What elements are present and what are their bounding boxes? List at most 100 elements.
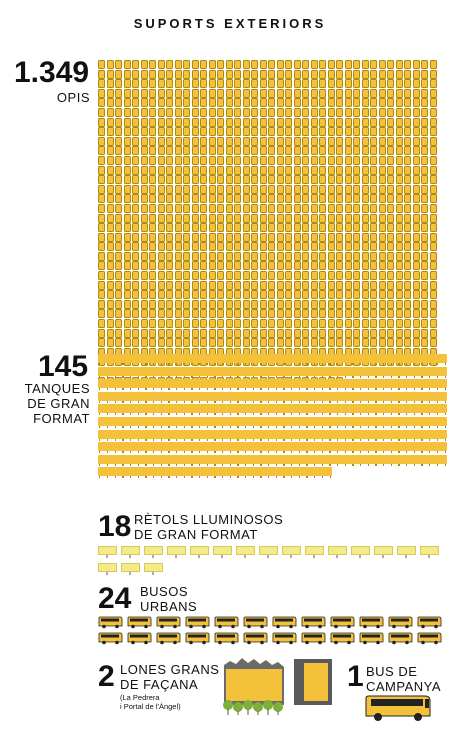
opi-icon <box>191 261 199 271</box>
opi-icon <box>98 175 105 185</box>
opi-icon <box>149 155 156 165</box>
opi-icon <box>98 127 105 137</box>
opi-icon <box>208 79 216 89</box>
opi-icon <box>268 309 275 319</box>
opi-icon <box>149 290 156 300</box>
opi-icon <box>217 194 224 204</box>
opi-icon <box>115 107 122 117</box>
opi-icon <box>429 184 437 194</box>
opi-icon <box>174 98 182 108</box>
opi-icon <box>344 60 352 69</box>
opi-icon <box>191 117 199 127</box>
opi-icon <box>200 309 207 319</box>
opi-icon <box>404 127 411 137</box>
bus-icon <box>359 632 388 648</box>
opi-icon <box>310 309 318 319</box>
billboard-icon <box>305 429 332 441</box>
billboard-icon <box>397 354 424 365</box>
opi-icon <box>285 175 292 185</box>
opi-icon <box>327 338 335 348</box>
billboard-icon <box>351 454 378 466</box>
opi-icon <box>157 60 165 69</box>
opi-icon <box>98 107 105 117</box>
opi-icon <box>353 319 360 329</box>
opi-icon <box>140 69 148 79</box>
opi-icon <box>310 107 318 117</box>
opi-icon <box>251 88 258 98</box>
opi-icon <box>157 88 165 98</box>
opi-icon <box>259 88 267 98</box>
opi-icon <box>370 319 377 329</box>
opi-icon <box>268 223 275 233</box>
opi-icon <box>166 79 173 89</box>
opi-icon <box>319 213 326 223</box>
opi-icon <box>123 328 131 338</box>
opi-icon <box>327 242 335 252</box>
opi-icon <box>429 98 437 108</box>
opi-icon <box>421 338 428 348</box>
opi-icon <box>344 338 352 348</box>
opi-icon <box>242 309 250 319</box>
billboard-icon <box>374 442 401 454</box>
opi-icon <box>242 338 250 348</box>
opi-icon <box>259 175 267 185</box>
opi-icon <box>370 155 377 165</box>
opi-icon <box>319 223 326 233</box>
opi-icon <box>132 319 139 329</box>
opi-icon <box>166 60 173 69</box>
opi-icon <box>191 203 199 213</box>
opi-icon <box>378 184 386 194</box>
illuminated-sign-icon <box>121 546 140 558</box>
opi-icon <box>132 232 139 242</box>
billboard-icon <box>236 467 263 479</box>
opi-icon <box>412 338 420 348</box>
opi-icon <box>412 146 420 156</box>
billboard-icon <box>213 404 240 416</box>
billboard-icon <box>397 429 424 441</box>
opi-icon <box>149 223 156 233</box>
opi-icon <box>115 203 122 213</box>
opi-icon <box>319 338 326 348</box>
opi-icon <box>217 175 224 185</box>
opi-icon <box>412 223 420 233</box>
opi-icon <box>157 107 165 117</box>
opi-icon <box>183 338 190 348</box>
billboard-icon <box>167 442 194 454</box>
opi-icon <box>387 213 394 223</box>
opi-icon <box>115 165 122 175</box>
opi-icon <box>234 127 241 137</box>
opi-icon <box>268 127 275 137</box>
opi-icon <box>421 117 428 127</box>
opi-icon <box>353 309 360 319</box>
opi-icon <box>378 242 386 252</box>
opi-icon <box>268 184 275 194</box>
opi-icon <box>208 203 216 213</box>
opi-icon <box>183 328 190 338</box>
opi-icon <box>293 184 301 194</box>
opi-icon <box>370 175 377 185</box>
opi-icon <box>421 280 428 290</box>
opi-icon <box>208 261 216 271</box>
billboard-icon <box>420 416 447 428</box>
opi-icon <box>174 88 182 98</box>
opi-icon <box>378 60 386 69</box>
opi-icon <box>412 165 420 175</box>
opi-icon <box>98 69 105 79</box>
opi-icon <box>268 146 275 156</box>
opi-icon <box>302 194 309 204</box>
illuminated-sign-icon <box>259 546 278 558</box>
opi-icon <box>361 280 369 290</box>
opi-icon <box>191 107 199 117</box>
bus-icon <box>330 632 359 648</box>
opi-icon <box>251 60 258 69</box>
opi-icon <box>174 175 182 185</box>
opi-icon <box>412 242 420 252</box>
opi-icon <box>276 184 284 194</box>
opi-icon <box>132 136 139 146</box>
opi-icon <box>429 146 437 156</box>
opi-icon <box>259 203 267 213</box>
opi-icon <box>302 146 309 156</box>
opi-icon <box>429 271 437 281</box>
opi-icon <box>106 107 114 117</box>
billboard-icon <box>121 404 148 416</box>
